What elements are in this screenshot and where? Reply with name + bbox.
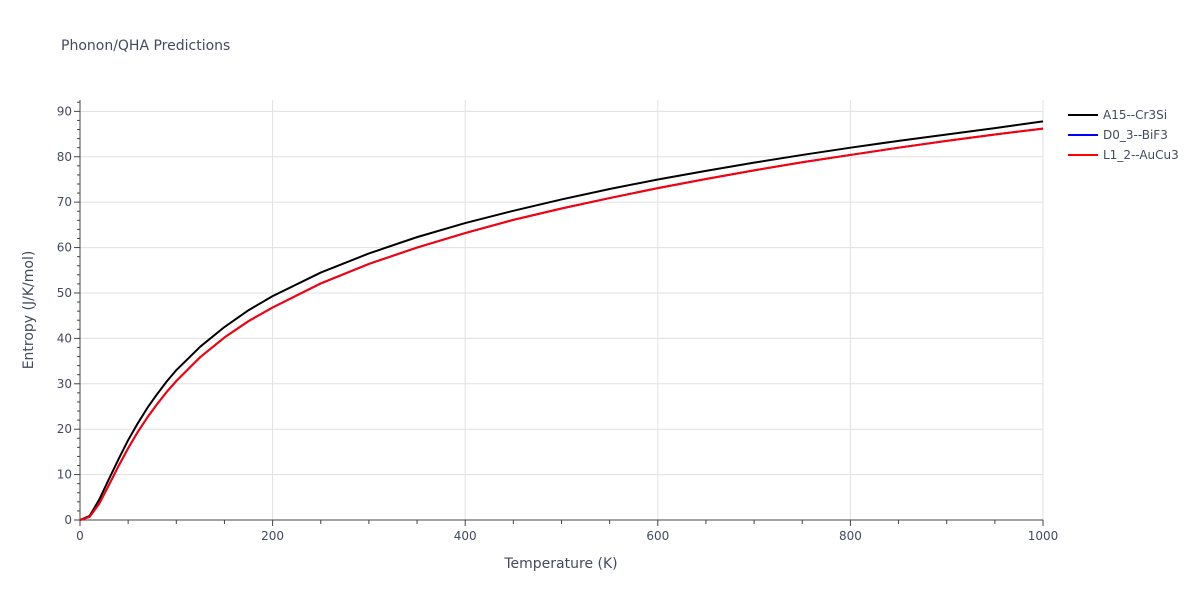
x-tick-label: 800 <box>839 529 862 543</box>
axes: 0 10 20 30 40 50 60 70 80 90 0 200 400 600 800 1000 <box>57 100 1059 543</box>
y-tick-label: 20 <box>57 422 72 436</box>
x-tick-label: 1000 <box>1028 529 1059 543</box>
x-tick-label: 600 <box>646 529 669 543</box>
y-tick-label: 30 <box>57 377 72 391</box>
series-line-0 <box>79 120 1044 521</box>
y-axis-label: Entropy (J/K/mol) <box>21 251 37 370</box>
x-tick-label: 400 <box>454 529 477 543</box>
y-tick-label: 50 <box>57 286 72 300</box>
legend[interactable]: A15--Cr3Si D0_3--BiF3 L1_2--AuCu3 <box>1068 108 1179 162</box>
legend-item[interactable]: A15--Cr3Si <box>1068 108 1167 122</box>
chart-title: Phonon/QHA Predictions <box>61 38 230 54</box>
x-axis-label: Temperature (K) <box>503 556 617 572</box>
y-tick-label: 40 <box>57 331 72 345</box>
legend-item[interactable]: D0_3--BiF3 <box>1068 128 1168 142</box>
y-tick-label: 80 <box>57 150 72 164</box>
y-tick-label: 0 <box>64 513 72 527</box>
y-tick-label: 90 <box>57 104 72 118</box>
legend-label: A15--Cr3Si <box>1103 108 1167 122</box>
legend-item[interactable]: L1_2--AuCu3 <box>1068 148 1179 162</box>
x-tick-label: 0 <box>76 529 84 543</box>
legend-label: D0_3--BiF3 <box>1103 128 1168 142</box>
grid-lines <box>79 100 1044 521</box>
series-lines <box>79 120 1044 521</box>
series-line-2 <box>79 127 1044 521</box>
legend-label: L1_2--AuCu3 <box>1103 148 1179 162</box>
series-line-1 <box>79 127 1044 521</box>
y-tick-label: 60 <box>57 241 72 255</box>
x-tick-label: 200 <box>261 529 284 543</box>
y-tick-label: 70 <box>57 195 72 209</box>
y-tick-label: 10 <box>57 468 72 482</box>
